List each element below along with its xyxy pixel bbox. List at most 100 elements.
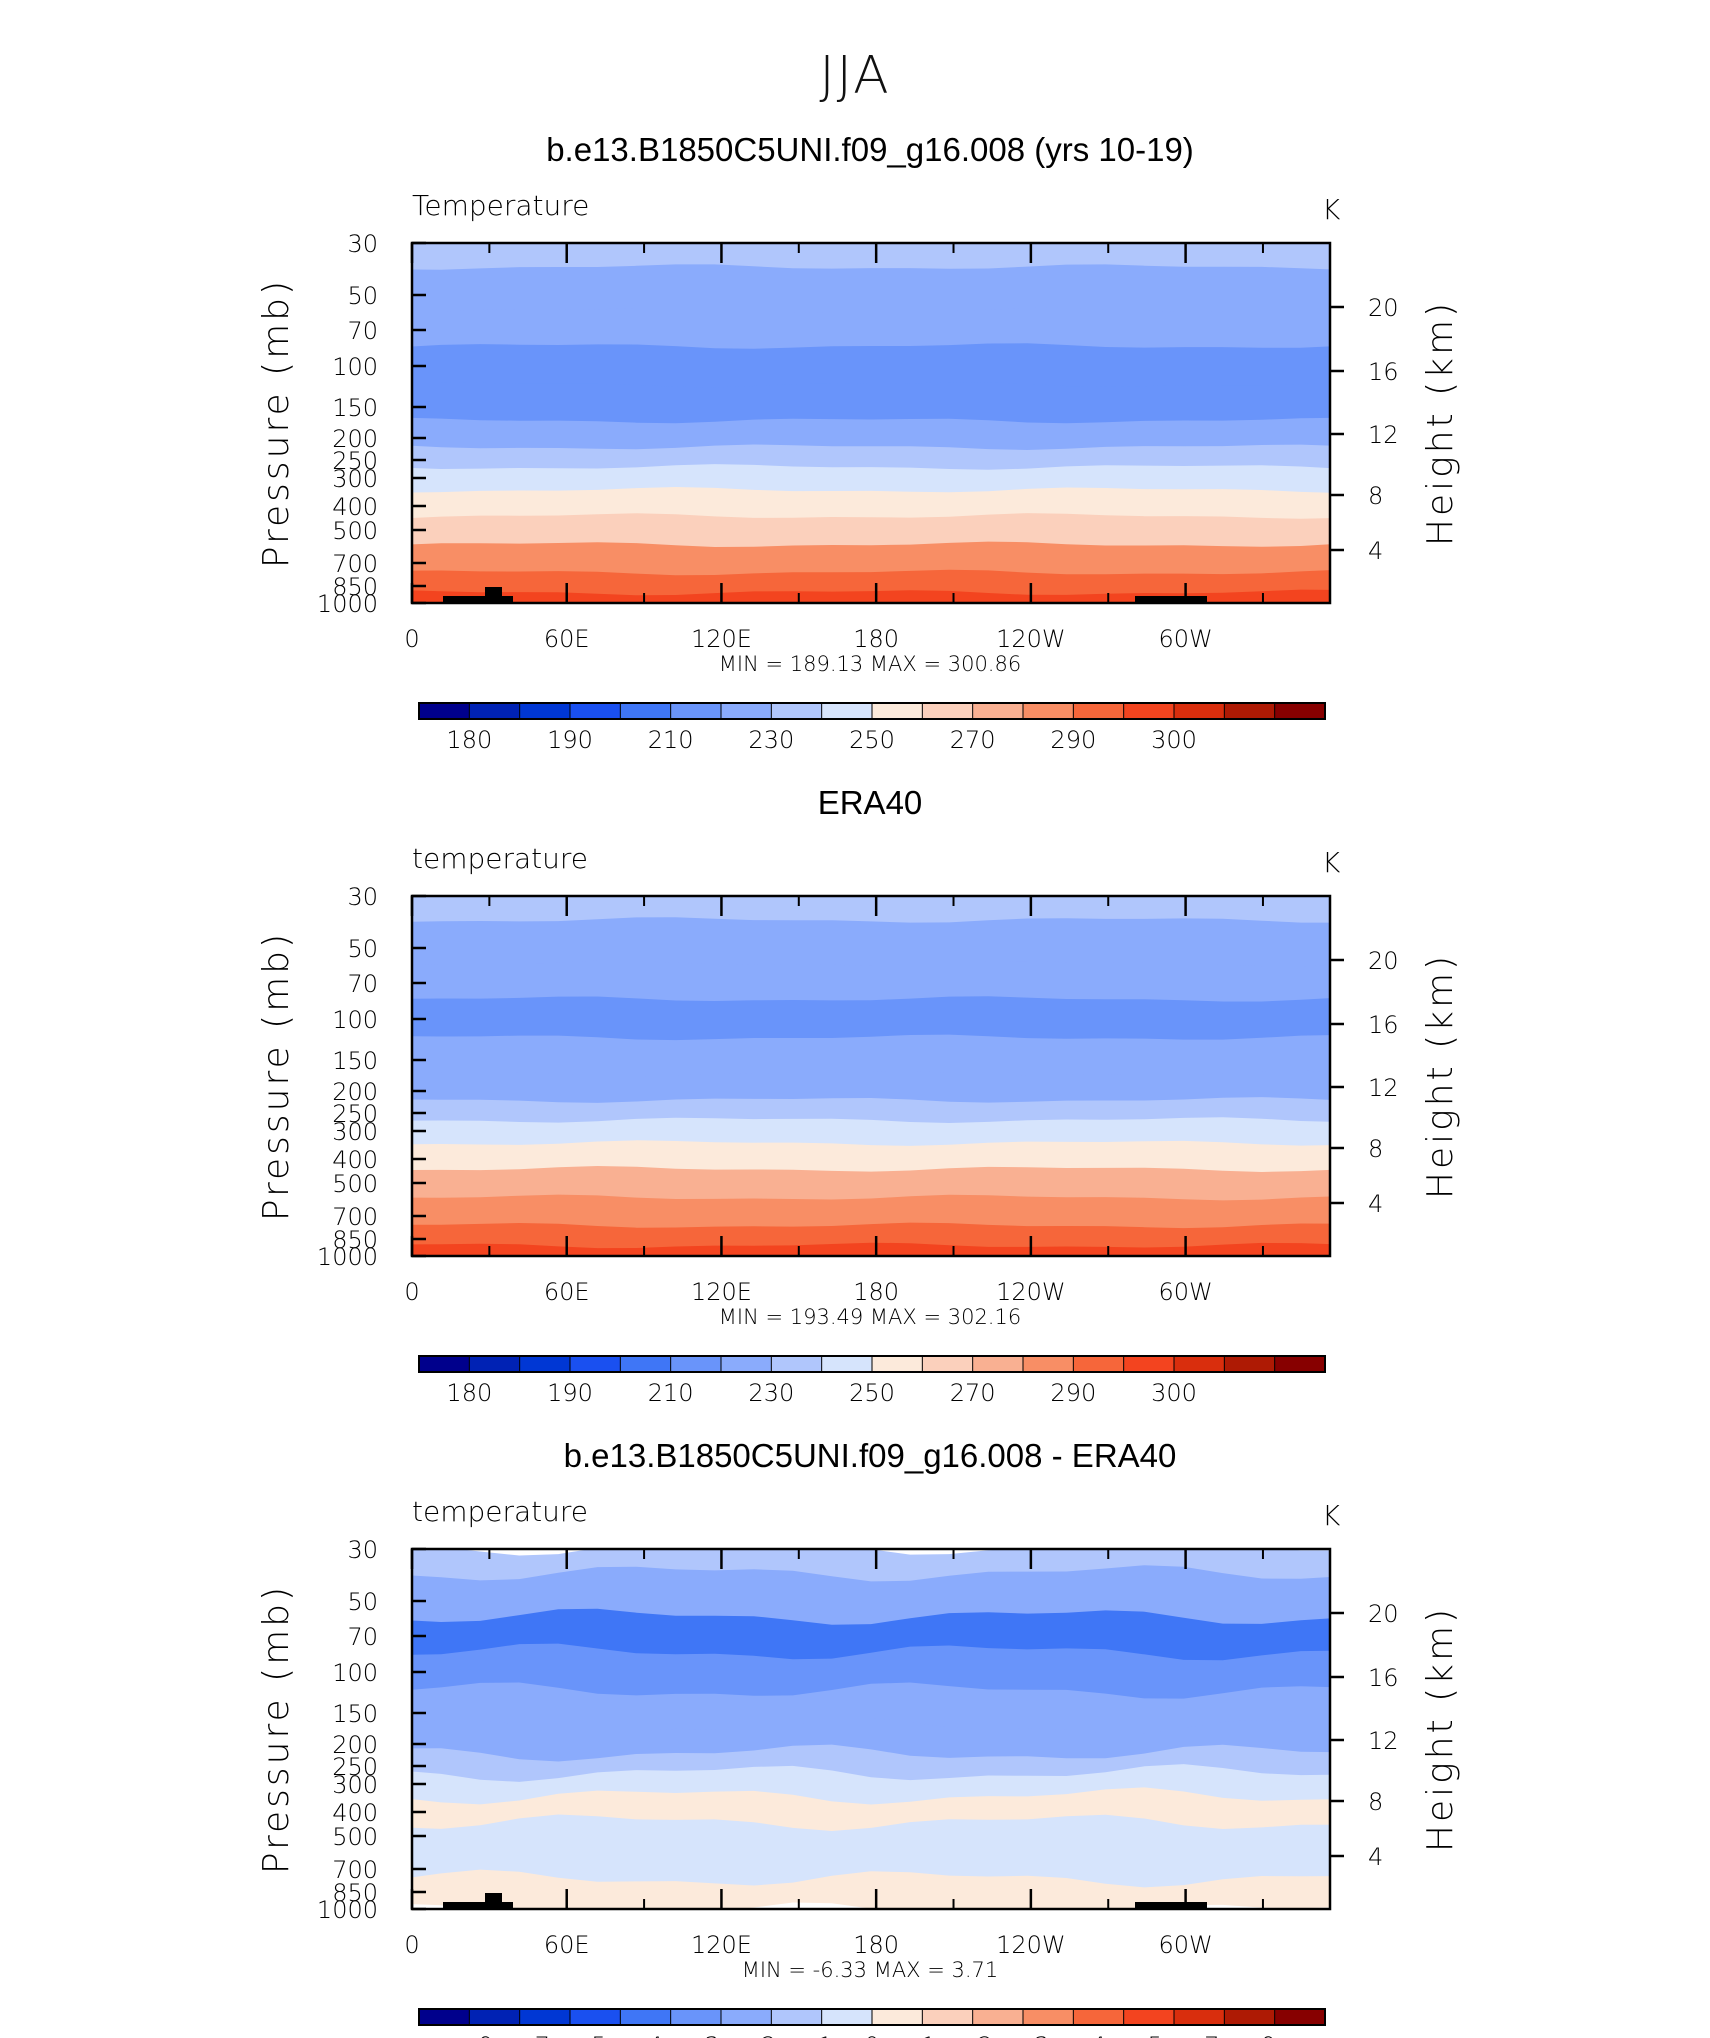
panel-1: b.e13.B1850C5UNI.f09_g16.008 (yrs 10-19)…	[256, 131, 1461, 754]
colorbar-swatch	[1022, 702, 1075, 720]
x-tick-label: 120E	[691, 1931, 752, 1959]
colorbar-label: −5	[571, 2032, 606, 2038]
colorbar-swatch	[770, 2008, 823, 2026]
topography	[443, 596, 513, 603]
x-tick-label: 120W	[996, 625, 1066, 653]
y2-tick-label: 8	[1368, 482, 1383, 510]
colorbar-swatch	[720, 2008, 773, 2026]
y2-tick-label: 12	[1368, 1074, 1399, 1102]
x-tick-label: 180	[853, 1278, 899, 1306]
contour-band	[412, 1166, 1330, 1205]
colorbar-swatch	[1173, 702, 1226, 720]
y-tick-label: 500	[332, 517, 378, 545]
colorbar-swatch	[519, 1355, 572, 1373]
contour-band	[412, 1682, 1330, 1739]
contour-field	[412, 896, 1330, 1256]
y2-tick-label: 12	[1368, 421, 1399, 449]
contour-band	[412, 960, 1330, 1006]
y-tick-label: 150	[332, 1700, 378, 1728]
contour-band	[412, 513, 1330, 552]
y2-tick-label: 4	[1368, 537, 1383, 565]
contour-band	[412, 996, 1330, 1044]
colorbar-label: 9	[1261, 2032, 1276, 2038]
colorbar-swatch	[1123, 2008, 1175, 2026]
y-tick-label: 200	[332, 1731, 378, 1759]
colorbar-swatch	[418, 702, 471, 720]
field-label: temperature	[412, 1495, 588, 1528]
colorbar-label: 250	[849, 726, 895, 754]
panel-title: ERA40	[818, 784, 923, 821]
field-label: temperature	[412, 842, 588, 875]
colorbar-label: 210	[648, 726, 694, 754]
colorbar-swatch	[821, 702, 874, 720]
colorbar-swatch	[972, 2008, 1025, 2026]
y-tick-label: 700	[332, 1203, 378, 1231]
colorbar-swatch	[670, 702, 723, 720]
colorbar-swatch	[821, 2008, 874, 2026]
colorbar-label: −9	[458, 2032, 493, 2038]
colorbar-label: −1	[798, 2032, 833, 2038]
min-max-stats: MIN = 193.49 MAX = 302.16	[719, 1305, 1021, 1329]
topography	[485, 1893, 502, 1909]
contour-band	[412, 264, 1330, 318]
colorbar-label: 190	[547, 1379, 593, 1407]
topography	[1135, 1902, 1207, 1909]
topography	[443, 1902, 513, 1909]
x-tick-label: 180	[853, 1931, 899, 1959]
y2-tick-label: 12	[1368, 1727, 1399, 1755]
y2-axis-title: Height (km)	[1420, 953, 1461, 1199]
y-tick-label: 150	[332, 394, 378, 422]
x-tick-label: 0	[404, 1278, 419, 1306]
colorbar-swatch	[569, 2008, 622, 2026]
colorbar-swatch	[619, 2008, 672, 2026]
colorbar-swatch	[468, 2008, 521, 2026]
y-tick-label: 70	[347, 317, 378, 345]
y2-tick-label: 16	[1368, 358, 1399, 386]
y2-tick-label: 20	[1368, 1600, 1399, 1628]
x-tick-label: 60E	[544, 1278, 590, 1306]
y-tick-label: 100	[332, 353, 378, 381]
y-tick-label: 400	[332, 493, 378, 521]
colorbar-swatch	[468, 1355, 521, 1373]
colorbar-swatch	[670, 1355, 723, 1373]
colorbar-swatch	[921, 1355, 974, 1373]
colorbar-frame	[418, 2008, 1326, 2026]
colorbar-label: 270	[950, 1379, 996, 1407]
x-tick-label: 120E	[691, 625, 752, 653]
y-tick-label: 300	[332, 1118, 378, 1146]
contour-band	[412, 1764, 1330, 1809]
colorbar-swatch	[720, 1355, 773, 1373]
x-tick-label: 0	[404, 1931, 419, 1959]
contour-band	[412, 1242, 1330, 1256]
contour-band	[412, 589, 1330, 603]
colorbar-swatch	[1022, 1355, 1075, 1373]
contour-band	[412, 1194, 1330, 1233]
y-tick-label: 30	[347, 230, 378, 258]
y-tick-label: 400	[332, 1799, 378, 1827]
contour-band	[412, 541, 1330, 580]
x-tick-label: 60W	[1158, 625, 1212, 653]
y-tick-label: 700	[332, 1856, 378, 1884]
units-label: K	[1322, 1499, 1341, 1532]
colorbar-label: −3	[684, 2032, 719, 2038]
colorbar-swatch	[569, 1355, 622, 1373]
field-label: Temperature	[412, 189, 589, 222]
colorbar-frame	[418, 1355, 1326, 1373]
y2-tick-label: 8	[1368, 1135, 1383, 1163]
y-tick-label: 150	[332, 1047, 378, 1075]
contour-band	[412, 307, 1330, 353]
y-tick-label: 250	[332, 447, 378, 475]
y2-axis-title: Height (km)	[1420, 1606, 1461, 1852]
x-tick-label: 0	[404, 625, 419, 653]
y-tick-label: 50	[347, 935, 378, 963]
y-tick-label: 1000	[317, 1896, 378, 1924]
colorbar-label: 2	[978, 2032, 993, 2038]
y-axis-title: Pressure (mb)	[256, 278, 297, 568]
colorbar-swatch	[1173, 2008, 1226, 2026]
y-tick-label: 70	[347, 1623, 378, 1651]
y-tick-label: 250	[332, 1753, 378, 1781]
colorbar-swatch	[1274, 702, 1326, 720]
y-tick-label: 100	[332, 1659, 378, 1687]
contour-band	[412, 343, 1330, 392]
